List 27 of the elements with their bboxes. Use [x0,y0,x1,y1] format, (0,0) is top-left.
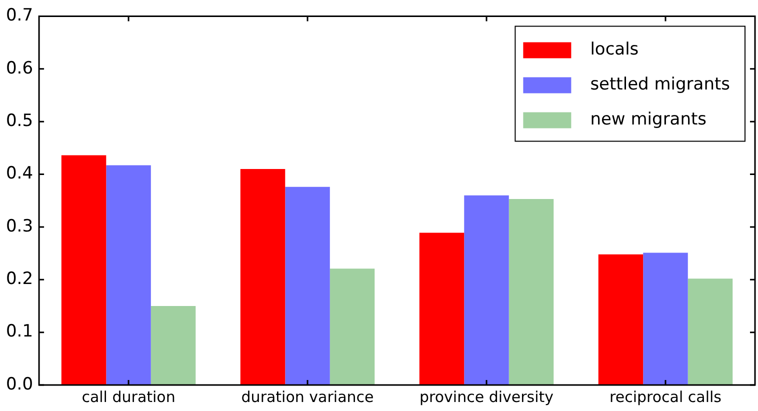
bar [464,195,509,385]
x-tick-label: duration variance [241,388,374,406]
y-tick-label: 0.7 [6,6,34,26]
y-tick-label: 0.6 [6,58,34,78]
legend-label: locals [590,40,639,60]
bar [285,186,330,385]
x-tick-label: province diversity [419,388,554,406]
bar [106,165,151,385]
y-tick-label: 0.3 [6,216,34,236]
x-tick-label: call duration [82,388,176,406]
legend-label: settled migrants [590,74,730,95]
bar [330,268,375,385]
bar [150,306,196,385]
bar [643,252,688,385]
bar [508,199,554,385]
y-tick-label: 0.1 [6,322,34,342]
y-tick-label: 0.2 [6,269,34,290]
y-tick-label: 0.4 [6,164,34,184]
bar [61,155,106,385]
x-tick-label: reciprocal calls [610,388,722,406]
legend-label: new migrants [590,110,707,130]
bar [598,254,644,385]
y-tick-label: 0.5 [6,110,34,131]
bar [240,168,286,385]
bar [688,278,733,385]
y-tick-label: 0.0 [6,374,34,394]
bar [419,232,464,385]
